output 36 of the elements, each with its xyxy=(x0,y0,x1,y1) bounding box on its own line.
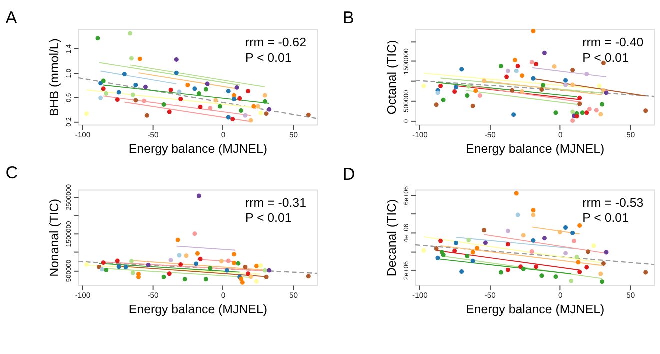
chart-title: C xyxy=(6,162,18,182)
annotation: P < 0.01 xyxy=(582,211,630,226)
chart-title: B xyxy=(342,7,354,28)
x-tick-label: -100 xyxy=(75,130,91,140)
x-axis-title: Energy balance (MJNEL) xyxy=(128,302,268,316)
x-axis-title: Energy balance (MJNEL) xyxy=(466,142,605,156)
y-axis-title: Octanal (TIC) xyxy=(384,40,399,115)
x-tick-label: -50 xyxy=(484,130,496,140)
chart-title: D xyxy=(342,164,356,184)
x-tick-label: -100 xyxy=(412,130,428,140)
x-tick-label: 0 xyxy=(558,291,563,300)
x-tick-label: -50 xyxy=(484,291,496,300)
annotation: rrm = -0.62 xyxy=(245,35,307,50)
annotation: rrm = -0.31 xyxy=(245,196,307,210)
x-tick-label: 0 xyxy=(221,130,226,140)
x-tick-label: -50 xyxy=(148,130,159,140)
y-axis-title: BHB (mmol/L) xyxy=(48,38,62,116)
annotation: rrm = -0.53 xyxy=(582,196,644,210)
x-tick-label: -50 xyxy=(148,291,159,300)
annotation: P < 0.01 xyxy=(582,50,630,65)
x-tick-label: 50 xyxy=(289,291,298,300)
x-axis-title: Energy balance (MJNEL) xyxy=(128,142,268,156)
y-axis-title: Nonanal (TIC) xyxy=(48,199,62,277)
annotation: P < 0.01 xyxy=(245,50,292,65)
x-tick-label: 0 xyxy=(558,130,563,140)
x-tick-label: -100 xyxy=(75,291,91,300)
annotation: P < 0.01 xyxy=(245,211,292,226)
x-tick-label: 50 xyxy=(289,130,298,140)
chart-title: A xyxy=(6,8,18,28)
y-axis-title: Decanal (TIC) xyxy=(384,199,399,277)
x-axis-title: Energy balance (MJNEL) xyxy=(466,302,605,316)
x-tick-label: 50 xyxy=(626,130,636,140)
x-tick-label: 0 xyxy=(221,291,226,300)
x-tick-label: -100 xyxy=(412,291,428,300)
annotation: rrm = -0.40 xyxy=(582,35,644,50)
x-tick-label: 50 xyxy=(626,291,636,300)
